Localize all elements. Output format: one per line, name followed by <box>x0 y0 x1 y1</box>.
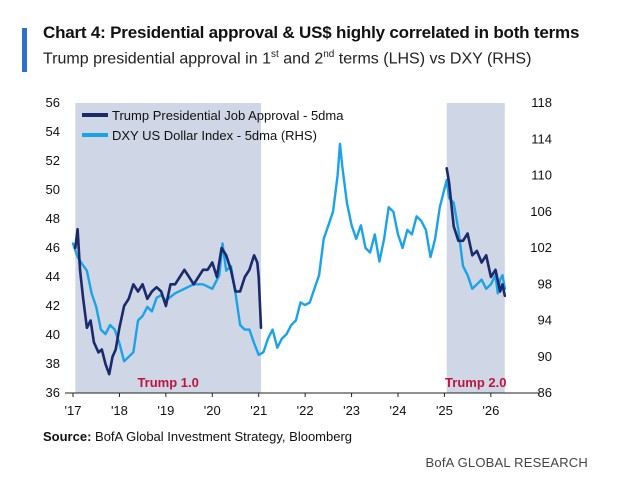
legend-label-2: DXY US Dollar Index - 5dma (RHS) <box>112 128 317 143</box>
shaded-periods: Trump 1.0 Trump 2.0 <box>75 103 506 393</box>
series-line-dxy <box>71 142 506 363</box>
x-tick-label: '20 <box>204 403 221 418</box>
x-tick-label: '19 <box>157 403 174 418</box>
legend: Trump Presidential Job Approval - 5dma DX… <box>82 108 344 143</box>
subtitle-mid: and 2 <box>278 50 324 68</box>
y-left-tick-label: 38 <box>46 356 60 371</box>
y-left-tick-label: 54 <box>46 124 60 139</box>
y-left-tick-label: 40 <box>46 327 60 342</box>
subtitle-sup-first: st <box>270 49 279 60</box>
subtitle-suffix: terms (LHS) vs DXY (RHS) <box>334 50 532 68</box>
source-label: Source: <box>43 429 92 444</box>
axes: '17 '18 '19 '20 '21 '22 '23 '24 '25 '26 36 38 40 42 44… <box>46 95 552 418</box>
accent-bar <box>22 28 27 72</box>
y-right-tick-label: 106 <box>530 204 552 219</box>
y-right-tick-label: 114 <box>531 131 552 146</box>
chart-title: Chart 4: Presidential approval & US$ hig… <box>43 23 580 42</box>
shaded-period-2 <box>446 103 505 393</box>
y-left-tick-label: 44 <box>46 269 60 284</box>
y-right-tick-label: 102 <box>530 240 552 255</box>
y-right-tick-label: 90 <box>538 349 552 364</box>
term-label-1: Trump 1.0 <box>137 375 198 390</box>
x-tick-label: '22 <box>297 403 314 418</box>
brand-footer: BofA GLOBAL RESEARCH <box>425 455 588 470</box>
y-left-tick-label: 46 <box>46 240 60 255</box>
y-left-tick-label: 42 <box>46 298 60 313</box>
legend-label-1: Trump Presidential Job Approval - 5dma <box>112 108 344 123</box>
y-right-tick-label: 110 <box>531 168 552 183</box>
x-tick-label: '18 <box>111 403 128 418</box>
x-tick-label: '24 <box>390 403 407 418</box>
y-left-tick-label: 50 <box>46 182 60 197</box>
x-tick-label: '21 <box>250 403 267 418</box>
y-left-tick-label: 36 <box>46 385 60 400</box>
shaded-period-1 <box>75 103 262 393</box>
source-note: Source: BofA Global Investment Strategy,… <box>43 429 352 444</box>
x-tick-label: '26 <box>482 403 499 418</box>
source-text: BofA Global Investment Strategy, Bloombe… <box>91 429 353 444</box>
chart-subtitle: Trump presidential approval in 1st and 2… <box>43 49 531 68</box>
subtitle-sup-second: nd <box>323 49 335 60</box>
series-lines <box>71 142 507 376</box>
y-left-tick-label: 48 <box>46 211 60 226</box>
x-tick-label: '25 <box>436 403 453 418</box>
term-label-2: Trump 2.0 <box>445 375 506 390</box>
y-right-tick-label: 94 <box>538 313 552 328</box>
subtitle-prefix: Trump presidential approval in 1 <box>43 50 271 68</box>
x-tick-label: '23 <box>343 403 360 418</box>
y-left-tick-label: 56 <box>46 95 60 110</box>
y-right-tick-label: 98 <box>538 276 552 291</box>
x-tick-label: '17 <box>65 403 82 418</box>
y-left-tick-label: 52 <box>46 153 60 168</box>
y-right-tick-label: 86 <box>538 385 552 400</box>
y-right-tick-label: 118 <box>531 95 552 110</box>
series-line-approval <box>74 167 507 376</box>
